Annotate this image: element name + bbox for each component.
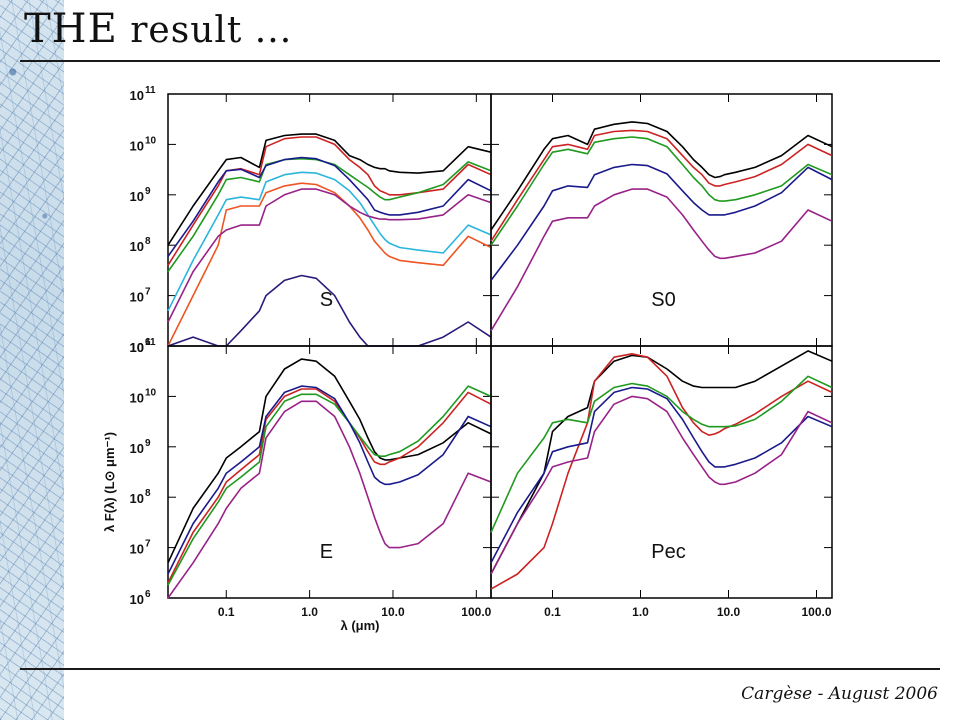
y-axis-label: λ F(λ) (L⊙ μm⁻¹) xyxy=(102,432,117,532)
y-tick-label: 10 xyxy=(130,239,144,254)
y-tick-label: 10 xyxy=(130,340,144,355)
panel-frame-Pec xyxy=(490,345,833,599)
y-tick-label: 10 xyxy=(130,592,144,607)
series-line-Pec-2 xyxy=(490,375,833,533)
series-line-S-3 xyxy=(167,156,492,257)
series-line-S-1 xyxy=(167,136,492,266)
y-tick-exponent: 8 xyxy=(145,488,151,499)
y-tick-exponent: 10 xyxy=(145,387,157,398)
series-line-Pec-4 xyxy=(490,395,833,575)
x-tick-label: 100.0 xyxy=(801,605,831,619)
y-tick-exponent: 6 xyxy=(145,337,151,348)
x-tick-label: 100.0 xyxy=(461,605,491,619)
y-tick-exponent: 11 xyxy=(145,85,156,96)
panel-label-E: E xyxy=(320,541,333,563)
series-line-S0-4 xyxy=(490,188,833,332)
x-tick-label: 0.1 xyxy=(218,605,235,619)
panel-label-Pec: Pec xyxy=(651,541,685,563)
x-tick-label: 1.0 xyxy=(632,605,649,619)
series-line-E-0 xyxy=(167,358,492,564)
panel-label-S0: S0 xyxy=(651,289,675,311)
decorative-side-strip xyxy=(0,0,64,720)
y-tick-label: 10 xyxy=(130,290,144,305)
series-line-S0-2 xyxy=(490,136,833,246)
y-tick-exponent: 9 xyxy=(145,186,151,197)
y-tick-exponent: 6 xyxy=(145,589,151,600)
y-tick-label: 10 xyxy=(130,542,144,557)
x-tick-label: 10.0 xyxy=(717,605,741,619)
footer-rule xyxy=(20,668,940,670)
y-tick-exponent: 9 xyxy=(145,438,151,449)
y-tick-label: 10 xyxy=(130,340,144,355)
y-tick-label: 10 xyxy=(130,390,144,405)
series-line-E-4 xyxy=(167,400,492,599)
series-line-E-3 xyxy=(167,385,492,575)
y-tick-label: 10 xyxy=(130,88,144,103)
y-tick-label: 10 xyxy=(130,491,144,506)
series-line-S-4 xyxy=(167,171,492,312)
title-rule xyxy=(20,60,940,62)
slide-title: THE result ... xyxy=(24,6,292,52)
x-axis-label: λ (μm) xyxy=(340,618,379,633)
series-line-S-5 xyxy=(167,182,492,347)
series-line-Pec-3 xyxy=(490,386,833,564)
x-tick-label: 10.0 xyxy=(381,605,405,619)
y-tick-exponent: 7 xyxy=(145,287,151,298)
x-tick-label: 0.1 xyxy=(544,605,561,619)
y-tick-exponent: 7 xyxy=(145,539,151,550)
series-line-Pec-0 xyxy=(490,350,833,575)
series-line-S0-1 xyxy=(490,129,833,242)
sed-figure: S S0 E Pec 10 6 10 7 10 8 10 9 10 10 10 11 10 6 10 7 10 8 10 9 1… xyxy=(100,82,840,642)
series-line-S-2 xyxy=(167,157,492,273)
y-tick-exponent: 8 xyxy=(145,236,151,247)
series-line-S0-3 xyxy=(490,163,833,281)
series-line-Pec-1 xyxy=(490,353,833,590)
x-tick-label: 1.0 xyxy=(301,605,318,619)
y-tick-label: 10 xyxy=(130,189,144,204)
series-line-S-0 xyxy=(167,133,492,246)
y-tick-exponent: 10 xyxy=(145,135,157,146)
series-line-S-6 xyxy=(167,188,492,323)
y-tick-label: 10 xyxy=(130,138,144,153)
y-tick-label: 10 xyxy=(130,441,144,456)
y-tick-exponent: 11 xyxy=(145,337,156,348)
title-rest: result ... xyxy=(117,10,293,51)
footer-text: Cargèse - August 2006 xyxy=(741,684,938,704)
series-line-S0-0 xyxy=(490,121,833,231)
title-lead: THE xyxy=(24,6,118,52)
panel-label-S: S xyxy=(320,289,333,311)
